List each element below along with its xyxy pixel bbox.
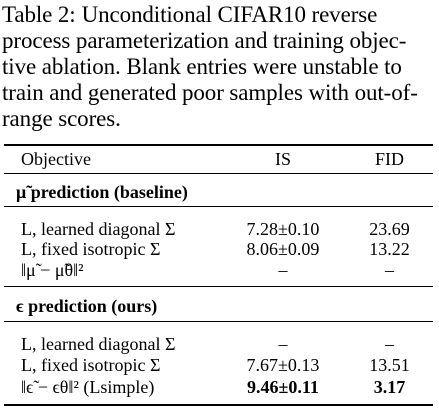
row-objective: L, learned diagonal Σ [21, 334, 176, 354]
row-objective: ‖ϵ̃ − ϵθ‖² (Lsimple) [21, 377, 155, 397]
row-fid: 23.69 [369, 219, 410, 239]
row-is: 8.06±0.09 [246, 239, 320, 259]
section-title-baseline: μ̃ prediction (baseline) [16, 182, 188, 202]
row-objective: L, fixed isotropic Σ [21, 355, 161, 375]
header-objective: Objective [21, 149, 91, 169]
section-rule-baseline [4, 206, 433, 207]
caption-line-1: Unconditional CIFAR10 reverse [81, 2, 378, 27]
table-caption: Table 2: Unconditional CIFAR10 reverse pr… [2, 2, 438, 132]
row-is: – [278, 260, 288, 280]
row-fid-best: 3.17 [373, 377, 406, 397]
section-divider-rule [4, 286, 433, 287]
row-fid: – [385, 334, 394, 354]
row-objective: L, learned diagonal Σ [21, 219, 176, 239]
caption-line-3: tive ablation. Blank entries were unstab… [2, 54, 402, 79]
row-is-best: 9.46±0.11 [247, 377, 319, 397]
row-objective: ‖μ̃ − μ̃θ‖² [21, 260, 84, 280]
row-is: 7.28±0.10 [246, 219, 320, 239]
caption-line-2: process parameterization and training ob… [2, 28, 407, 53]
caption-label: Table 2: [2, 2, 76, 27]
section-title-ours: ϵ prediction (ours) [16, 296, 158, 316]
table-top-rule [4, 144, 433, 146]
section-rule-ours [4, 321, 433, 322]
header-fid: FID [374, 149, 404, 169]
header-rule [4, 173, 433, 174]
caption-line-5: range scores. [2, 106, 121, 131]
caption-line-4: train and generated poor samples with ou… [2, 80, 418, 105]
header-is: IS [274, 149, 291, 169]
row-objective: L, fixed isotropic Σ [21, 239, 161, 259]
row-fid: 13.22 [369, 239, 410, 259]
row-fid: – [385, 260, 394, 280]
table-bottom-rule [4, 404, 433, 406]
row-is: – [278, 334, 288, 354]
row-fid: 13.51 [369, 355, 410, 375]
row-is: 7.67±0.13 [246, 355, 320, 375]
